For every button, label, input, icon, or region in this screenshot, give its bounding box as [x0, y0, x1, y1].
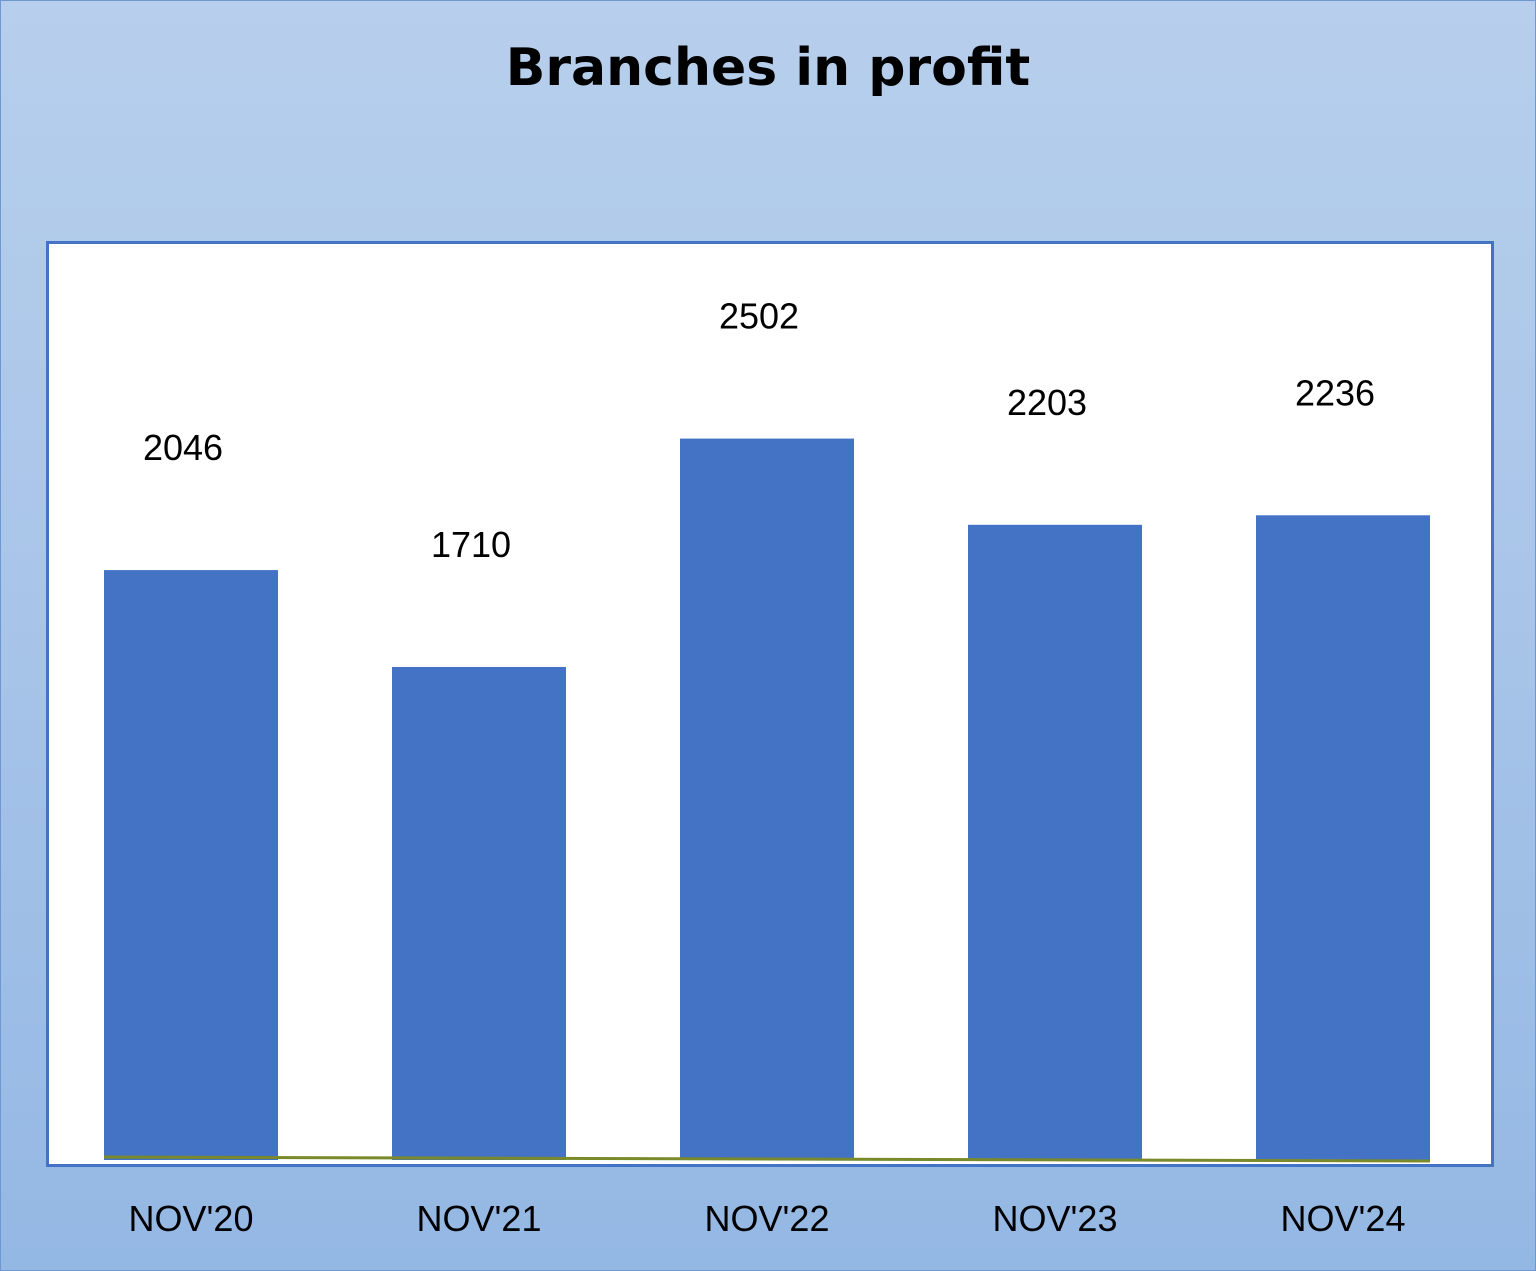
data-label-4: 2236: [1295, 372, 1375, 413]
data-label-0: 2046: [143, 427, 223, 468]
bar-0: [104, 570, 278, 1160]
bar-2: [680, 438, 854, 1161]
data-label-2: 2502: [719, 296, 799, 337]
category-label-3: NOV'23: [993, 1198, 1118, 1239]
baseline-line: [103, 1155, 1431, 1163]
bar-4: [1256, 515, 1430, 1160]
category-label-2: NOV'22: [705, 1198, 830, 1239]
data-label-1: 1710: [431, 524, 511, 565]
bar-1: [392, 666, 566, 1160]
data-label-3: 2203: [1007, 382, 1087, 423]
category-label-1: NOV'21: [417, 1198, 542, 1239]
chart-title: Branches in profit: [505, 38, 1031, 98]
category-label-4: NOV'24: [1281, 1198, 1406, 1239]
category-label-0: NOV'20: [129, 1198, 254, 1239]
bar-3: [968, 524, 1142, 1160]
